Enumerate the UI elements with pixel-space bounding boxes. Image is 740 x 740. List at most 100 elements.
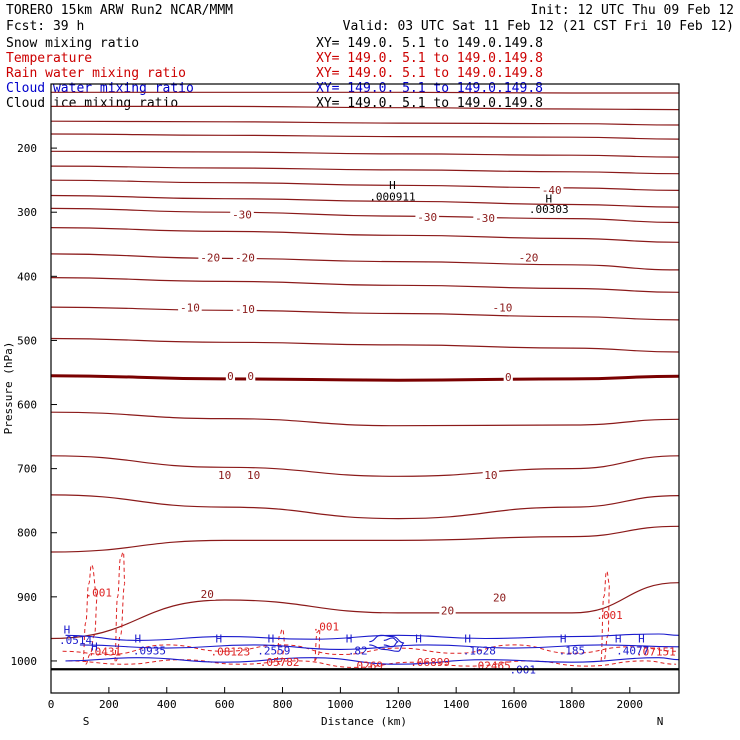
rain-contour	[313, 628, 321, 662]
cloud-water-label: H	[638, 633, 645, 646]
x-tick-label: 1200	[385, 698, 412, 711]
temperature-contours	[50, 91, 680, 640]
rain-label: .06899	[410, 656, 450, 669]
temperature-label: -30	[475, 212, 495, 225]
init-time: Init: 12 UTC Thu 09 Feb 12	[531, 3, 735, 18]
cloud-water-label: .0935	[133, 644, 166, 657]
label-background	[539, 184, 564, 196]
x-tick-label: 2000	[617, 698, 644, 711]
label-background	[516, 252, 541, 264]
temperature-isotherm	[50, 253, 680, 271]
temperature-isotherm	[50, 582, 680, 640]
label-background	[230, 209, 254, 221]
contour-labels: -40-30 -30 -30-20 -20 -20-10 -10 -100 0 010 10 102…	[59, 179, 676, 677]
temperature-label: -40	[542, 184, 562, 197]
temperature-label: 20	[441, 605, 454, 618]
label-background	[198, 252, 222, 264]
temperature-isotherm	[50, 494, 680, 520]
cloud-water-label: H	[216, 633, 223, 646]
rain-contour	[114, 551, 126, 662]
cloud-water-contour	[383, 637, 399, 648]
temperature-label: -20	[235, 251, 255, 264]
ice-maximum-label: .000911	[369, 190, 415, 203]
temperature-isotherm	[50, 455, 680, 477]
cloud-water-label: H	[268, 633, 275, 646]
rain-contour	[82, 564, 98, 665]
temperature-label: 10	[484, 469, 497, 482]
rain-label: .05782	[260, 656, 300, 669]
legend-cloud-water-xy: XY= 149.0. 5.1 to 149.0.149.8	[316, 81, 543, 96]
temperature-isotherm	[50, 133, 680, 140]
temperature-isotherm	[50, 150, 680, 158]
cloud-water-label: .1628	[463, 644, 496, 657]
x-tick-label: 200	[99, 698, 119, 711]
legend-snow-label: Snow mixing ratio	[6, 36, 139, 51]
temperature-label: 0	[505, 371, 512, 384]
x-tick-label: 800	[273, 698, 293, 711]
x-axis: 0 200 400 600 800 1000 1200 1400 1600 1800 2000	[48, 687, 643, 711]
temperature-label: 0	[247, 370, 254, 383]
temperature-isotherm	[50, 194, 680, 208]
temperature-isotherm	[50, 306, 680, 321]
temperature-label: -10	[180, 301, 200, 314]
y-tick-label: 300	[17, 206, 37, 219]
ice-maximum-label: H	[389, 179, 396, 192]
cloud-water-label: .0514	[59, 634, 92, 647]
y-tick-label: 700	[17, 463, 37, 476]
south-label: S	[83, 715, 90, 728]
label-background	[491, 592, 508, 604]
legend-cloud-ice-label: Cloud ice mixing ratio	[6, 96, 178, 111]
cloud-water-label: H	[464, 633, 471, 646]
temperature-isotherm	[50, 120, 680, 126]
x-tick-label: 600	[215, 698, 235, 711]
cloud-water-contour	[369, 634, 405, 652]
temperature-isotherm	[50, 165, 680, 175]
cloud-water-label: .185	[559, 644, 586, 657]
label-background	[473, 213, 497, 225]
x-tick-label: 400	[157, 698, 177, 711]
y-tick-label: 1000	[11, 655, 38, 668]
rain-contour	[600, 570, 610, 662]
forecast-hour: Fcst: 39 h	[6, 19, 84, 34]
temperature-isotherm	[50, 91, 679, 94]
label-background	[415, 211, 440, 223]
temperature-label: 20	[493, 592, 506, 605]
rain-label: .08123	[211, 646, 251, 659]
label-background	[439, 605, 456, 617]
y-axis-title: Pressure (hPa)	[2, 342, 15, 435]
temperature-label: -30	[417, 211, 437, 224]
y-axis: 200 300 400 500 600 700 800 900 1000	[11, 142, 57, 668]
temperature-isotherm	[50, 411, 680, 427]
cloud-water-label: .2559	[257, 644, 290, 657]
cloud-water-contours	[65, 633, 680, 665]
north-label: N	[657, 715, 664, 728]
x-axis-title: Distance (km)	[321, 715, 407, 728]
temperature-label: -30	[232, 208, 252, 221]
x-tick-label: 0	[48, 698, 55, 711]
label-background	[233, 252, 257, 264]
temperature-isotherm	[50, 337, 680, 353]
field-legend: Snow mixing ratio XY= 149.0. 5.1 to 149.…	[6, 36, 543, 111]
cloud-water-label: H	[346, 633, 353, 646]
label-background	[178, 302, 202, 314]
temperature-label: 0	[227, 370, 234, 383]
temperature-label: -10	[235, 303, 255, 316]
cloud-water-label: H	[415, 633, 422, 646]
cloud-water-contour	[79, 644, 680, 650]
legend-temperature-xy: XY= 149.0. 5.1 to 149.0.149.8	[316, 51, 543, 66]
cloud-water-label: .82	[348, 644, 368, 657]
legend-snow-xy: XY= 149.0. 5.1 to 149.0.149.8	[316, 36, 543, 51]
rain-label: .001	[86, 587, 113, 600]
y-tick-label: 900	[17, 591, 37, 604]
freezing-isotherm	[50, 374, 680, 382]
label-background	[233, 304, 257, 316]
plot-frame	[50, 83, 680, 694]
temperature-label: -20	[519, 251, 539, 264]
cloud-water-label: H	[135, 633, 142, 646]
y-tick-label: 200	[17, 142, 37, 155]
x-tick-label: 1400	[443, 698, 470, 711]
temperature-isotherm	[50, 105, 680, 111]
x-tick-label: 1000	[327, 698, 354, 711]
label-background	[245, 470, 262, 482]
